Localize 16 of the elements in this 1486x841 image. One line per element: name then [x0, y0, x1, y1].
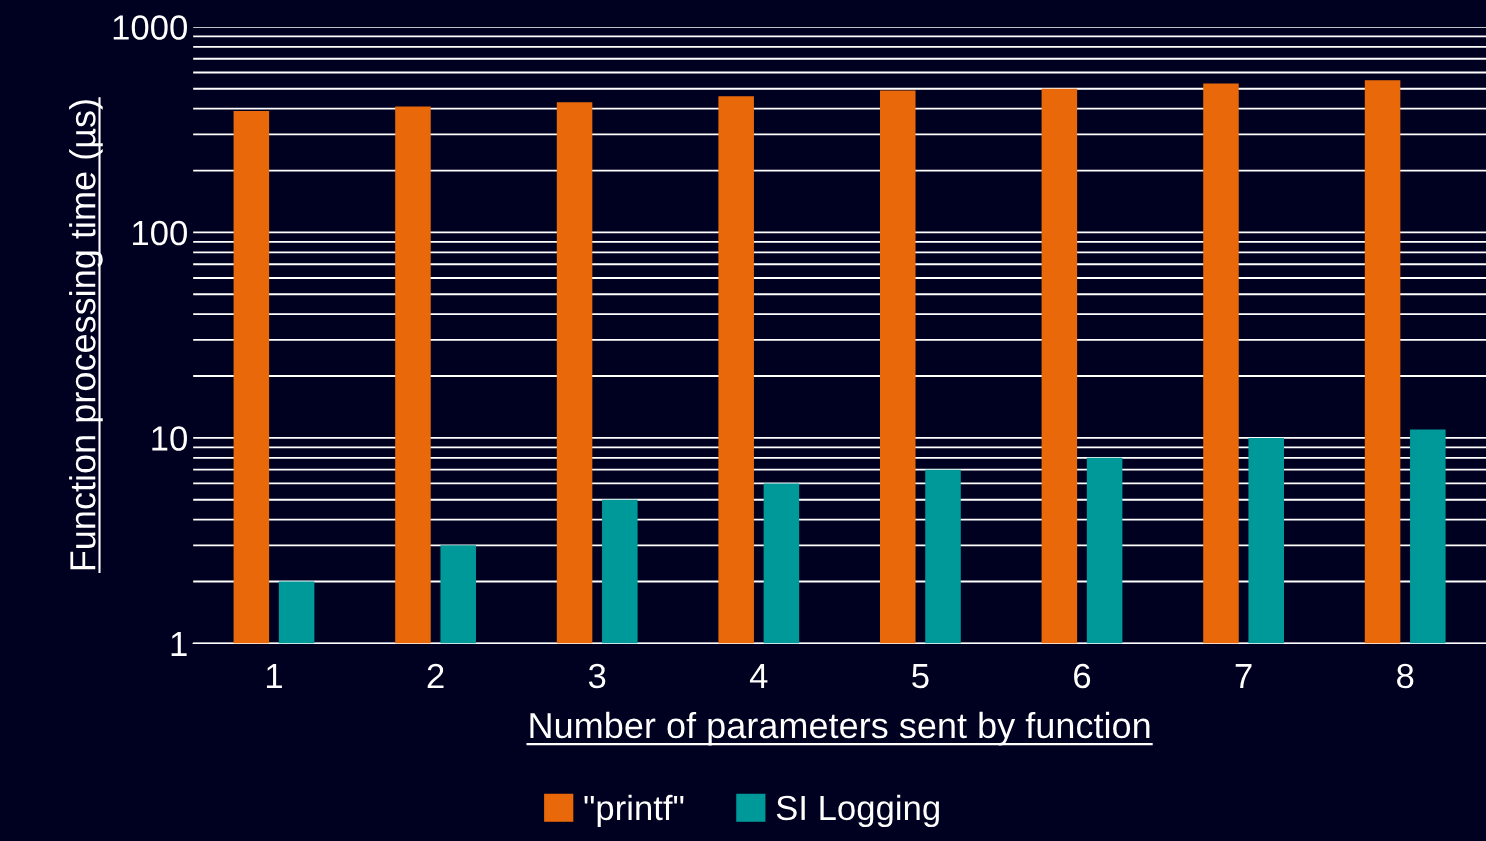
y-tick-label: 100	[133, 220, 187, 246]
y-tick-label: 1	[171, 632, 187, 656]
x-tick-label: 2	[427, 663, 444, 688]
x-tick-label: 7	[1235, 664, 1252, 688]
x-tick-label: 4	[749, 664, 768, 688]
legend-label: SI Logging	[776, 794, 939, 828]
x-tick-label: 5	[912, 664, 929, 689]
legend-label: "printf"	[584, 794, 684, 828]
y-tick-label: 1000	[113, 15, 187, 40]
y-axis-title: Function processing time (µs)	[69, 100, 103, 570]
x-axis-title: Number of parameters sent by function	[530, 711, 1150, 746]
y-tick-label: 10	[152, 426, 187, 451]
x-tick-label: 8	[1397, 663, 1414, 689]
x-tick-label: 6	[1074, 663, 1091, 689]
x-tick-label: 3	[588, 663, 606, 689]
x-tick-label: 1	[266, 664, 282, 688]
